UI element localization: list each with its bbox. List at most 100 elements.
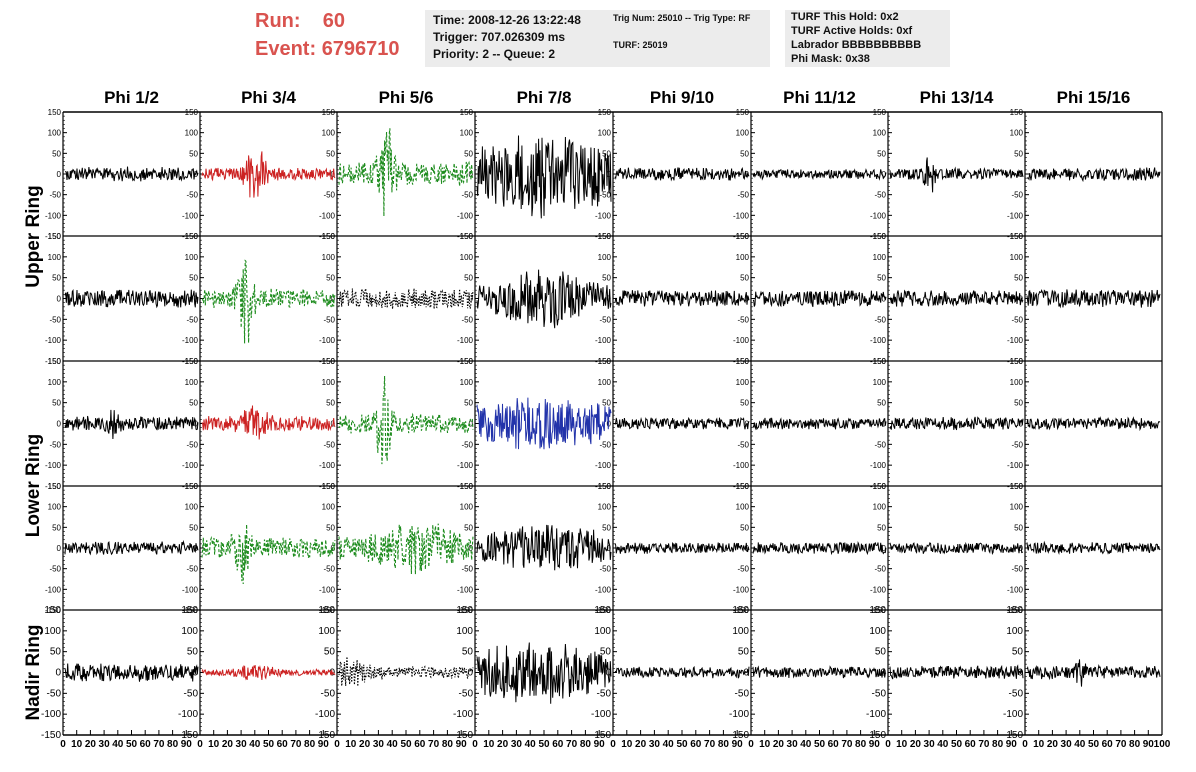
y-tick-label: -150 (1007, 606, 1024, 615)
y-tick-label: -100 (595, 585, 612, 594)
y-tick-label: -100 (1007, 461, 1024, 470)
y-tick-label: 0 (882, 295, 887, 304)
y-tick-label: 0 (469, 544, 474, 553)
y-tick-label: -150 (1007, 482, 1024, 491)
y-tick-label: 50 (602, 274, 611, 283)
column-header: Phi 1/2 (104, 88, 159, 107)
y-tick-label: -150 (733, 357, 750, 366)
x-tick-label: 90 (1143, 739, 1155, 750)
y-tick-label: 100 (873, 129, 887, 138)
y-tick-label: 100 (873, 253, 887, 262)
y-tick-label: 50 (52, 274, 61, 283)
waveform-trace (1026, 288, 1161, 309)
y-tick-label: -100 (182, 336, 199, 345)
y-tick-label: 150 (598, 108, 612, 117)
y-tick-label: 0 (467, 668, 473, 679)
y-tick-label: -50 (1011, 315, 1023, 324)
y-tick-label: -100 (178, 709, 198, 720)
x-tick-label: 20 (222, 739, 234, 750)
x-tick-label: 80 (304, 739, 316, 750)
y-tick-label: -50 (735, 688, 750, 699)
priority-text: Priority: 2 -- Queue: 2 (433, 47, 556, 61)
x-tick-label: 0 (610, 739, 616, 750)
y-tick-label: -150 (733, 232, 750, 241)
y-tick-label: 50 (877, 274, 886, 283)
y-tick-label: 150 (1010, 232, 1024, 241)
y-tick-label: 150 (48, 482, 62, 491)
x-tick-label: 40 (937, 739, 949, 750)
x-tick-label: 80 (580, 739, 592, 750)
x-tick-label: 10 (71, 739, 83, 750)
y-tick-label: 100 (48, 503, 62, 512)
y-tick-label: -150 (45, 606, 62, 615)
y-tick-label: -150 (45, 357, 62, 366)
x-tick-label: 80 (167, 739, 179, 750)
y-tick-label: -150 (178, 730, 198, 741)
y-tick-label: -100 (45, 211, 62, 220)
time-text: Time: 2008-12-26 13:22:48 (433, 13, 581, 27)
y-tick-label: -100 (319, 336, 336, 345)
y-tick-label: 150 (44, 605, 61, 616)
x-tick-label: 70 (428, 739, 440, 750)
y-tick-label: -150 (595, 232, 612, 241)
x-tick-label: 30 (649, 739, 661, 750)
x-tick-label: 70 (566, 739, 578, 750)
y-tick-label: 150 (181, 605, 198, 616)
y-tick-label: -100 (319, 211, 336, 220)
x-tick-label: 30 (373, 739, 385, 750)
y-tick-label: -100 (866, 709, 886, 720)
column-header: Phi 5/6 (379, 88, 434, 107)
y-tick-label: -50 (597, 688, 612, 699)
y-tick-label: -50 (184, 688, 199, 699)
y-tick-label: -100 (1007, 585, 1024, 594)
x-tick-label: 50 (951, 739, 963, 750)
y-tick-label: 100 (1010, 503, 1024, 512)
y-tick-label: -150 (182, 606, 199, 615)
waveform-trace (1026, 540, 1161, 555)
y-tick-label: -100 (457, 585, 474, 594)
ring-label: Nadir Ring (23, 624, 44, 720)
x-tick-label: 90 (732, 739, 744, 750)
x-tick-label: 80 (442, 739, 454, 750)
y-tick-label: 0 (607, 544, 612, 553)
y-tick-label: -50 (461, 440, 473, 449)
waveform-trace (614, 416, 750, 430)
x-tick-label: 60 (414, 739, 426, 750)
waveform-trace (889, 541, 1024, 556)
x-tick-label: 0 (334, 739, 340, 750)
y-tick-label: 0 (57, 420, 62, 429)
waveform-trace (338, 128, 474, 217)
waveform-trace (889, 416, 1024, 431)
waveform-trace (64, 409, 199, 440)
y-tick-label: -100 (45, 461, 62, 470)
y-tick-label: 50 (1014, 274, 1023, 283)
x-tick-label: 20 (773, 739, 785, 750)
x-tick-label: 20 (85, 739, 97, 750)
y-tick-label: -100 (733, 336, 750, 345)
x-tick-label: 50 (676, 739, 688, 750)
y-tick-label: 50 (1014, 399, 1023, 408)
y-tick-label: -100 (870, 461, 887, 470)
waveform-trace (338, 375, 474, 465)
y-tick-label: -50 (186, 440, 198, 449)
y-tick-label: 50 (464, 274, 473, 283)
y-tick-label: 50 (602, 523, 611, 532)
x-tick-label: 30 (99, 739, 111, 750)
y-tick-label: 150 (869, 605, 886, 616)
x-tick-label: 40 (800, 739, 812, 750)
trigger-text: Trigger: 707.026309 ms (433, 30, 566, 44)
y-tick-label: -150 (729, 730, 749, 741)
y-tick-label: 100 (598, 503, 612, 512)
y-tick-label: -50 (737, 440, 749, 449)
waveform-trace (476, 135, 612, 219)
y-tick-label: 100 (48, 378, 62, 387)
y-tick-label: 50 (52, 149, 61, 158)
y-tick-label: 100 (736, 378, 750, 387)
x-tick-label: 70 (1115, 739, 1127, 750)
x-tick-label: 30 (1061, 739, 1073, 750)
x-tick-label: 0 (748, 739, 754, 750)
y-tick-label: -100 (182, 461, 199, 470)
y-tick-label: -50 (321, 688, 336, 699)
y-tick-label: 50 (187, 647, 199, 658)
event-label: Event: (255, 38, 317, 60)
